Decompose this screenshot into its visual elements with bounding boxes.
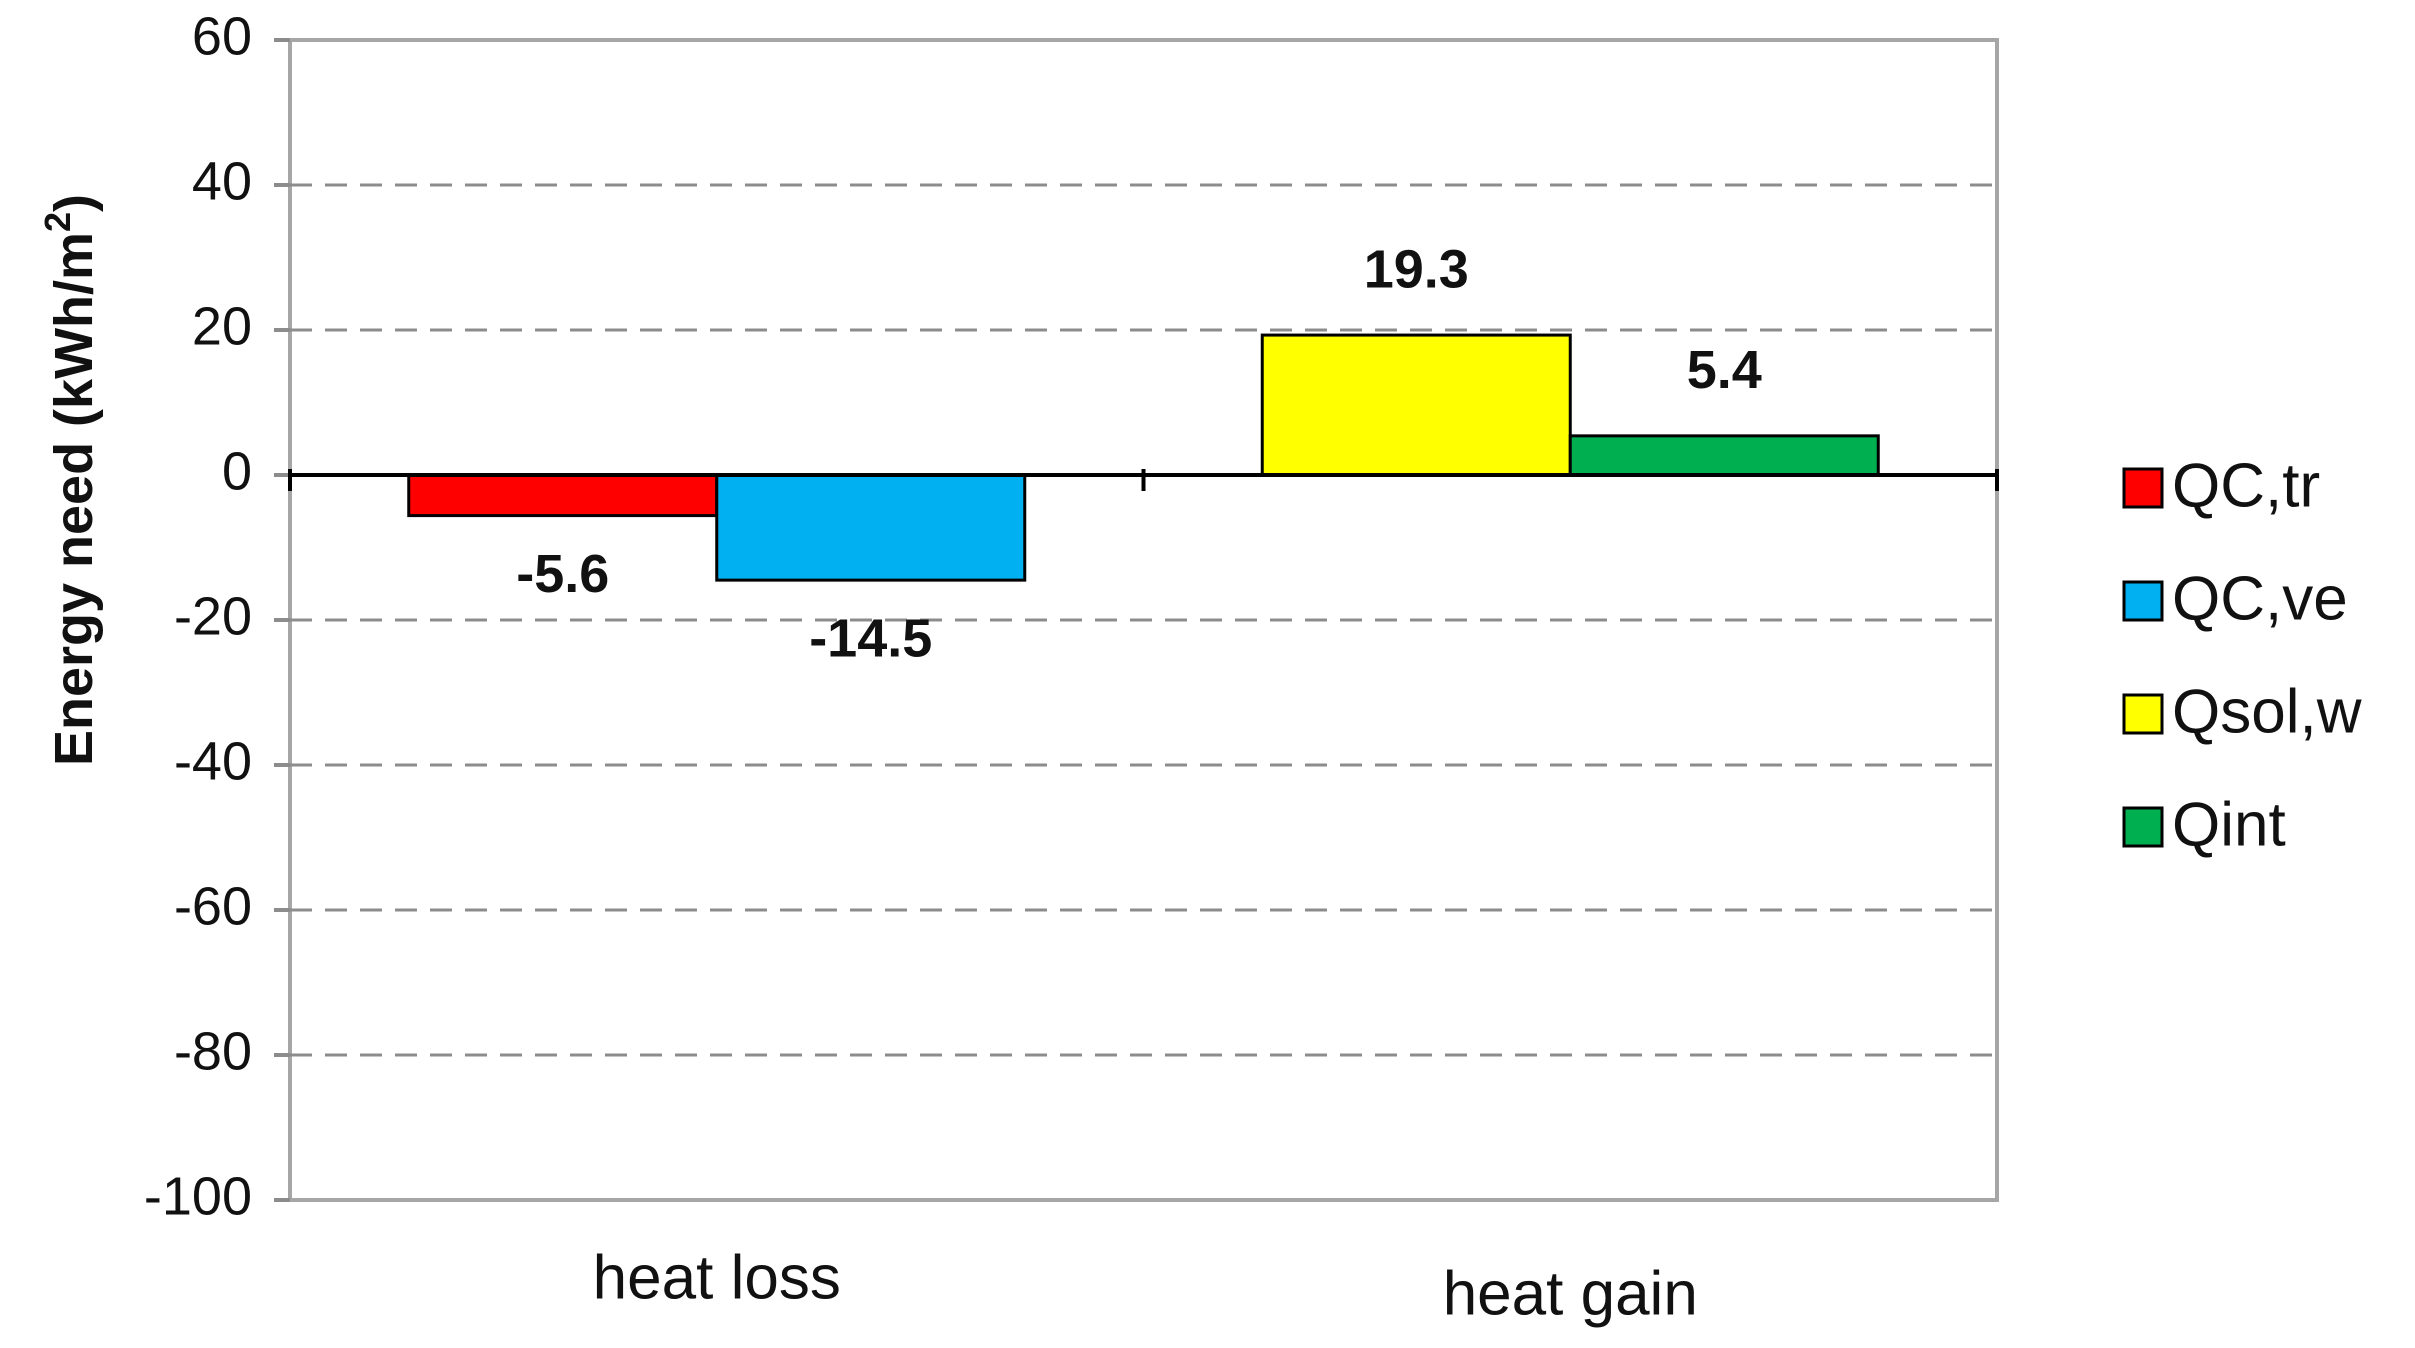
y-tick-label: 60 (192, 6, 252, 66)
y-tick-label: -100 (144, 1166, 252, 1226)
legend-swatch (2122, 693, 2164, 735)
y-axis-title-suffix: ) (44, 194, 104, 212)
legend-swatch (2122, 580, 2164, 622)
y-tick-label: 40 (192, 151, 252, 211)
legend-label: QC,tr (2172, 451, 2320, 520)
category-label: heat loss (593, 1243, 841, 1312)
y-axis-title: Energy need (kWh/m2) (37, 194, 105, 766)
bar-qc-tr (407, 473, 719, 518)
y-tick-labels: 60 40 20 0 -20 -40 -60 -80 -100 (144, 6, 252, 1226)
bar-qint (1568, 434, 1880, 477)
y-tick-label: -20 (174, 586, 252, 646)
data-label: 5.4 (1687, 340, 1762, 400)
y-tick-label: 20 (192, 296, 252, 356)
legend-swatch (2122, 467, 2164, 509)
axes (274, 38, 1999, 1202)
gridlines (288, 38, 1999, 1202)
category-labels: heat loss heat gain (593, 1243, 1698, 1328)
bar-qsol-w (1260, 333, 1572, 477)
y-tick-label: 0 (222, 441, 252, 501)
y-tick-label: -60 (174, 876, 252, 936)
bars (407, 333, 1880, 582)
y-tick-label: -40 (174, 731, 252, 791)
data-labels: -5.6 -14.5 19.3 5.4 (516, 239, 1762, 668)
legend-label: QC,ve (2172, 564, 2348, 633)
legend: QC,tr QC,ve Qsol,w Qint (2122, 451, 2362, 859)
legend-label: Qint (2172, 790, 2286, 859)
y-axis-title-main: Energy need (kWh/m (44, 232, 104, 766)
y-axis-title-superscript: 2 (37, 212, 78, 232)
data-label: -5.6 (516, 544, 609, 604)
data-label: 19.3 (1364, 239, 1469, 299)
category-label: heat gain (1443, 1259, 1698, 1328)
y-tick-label: -80 (174, 1021, 252, 1081)
legend-swatch (2122, 806, 2164, 848)
legend-label: Qsol,w (2172, 677, 2362, 746)
data-label: -14.5 (809, 608, 932, 668)
bar-qc-ve (715, 473, 1027, 582)
